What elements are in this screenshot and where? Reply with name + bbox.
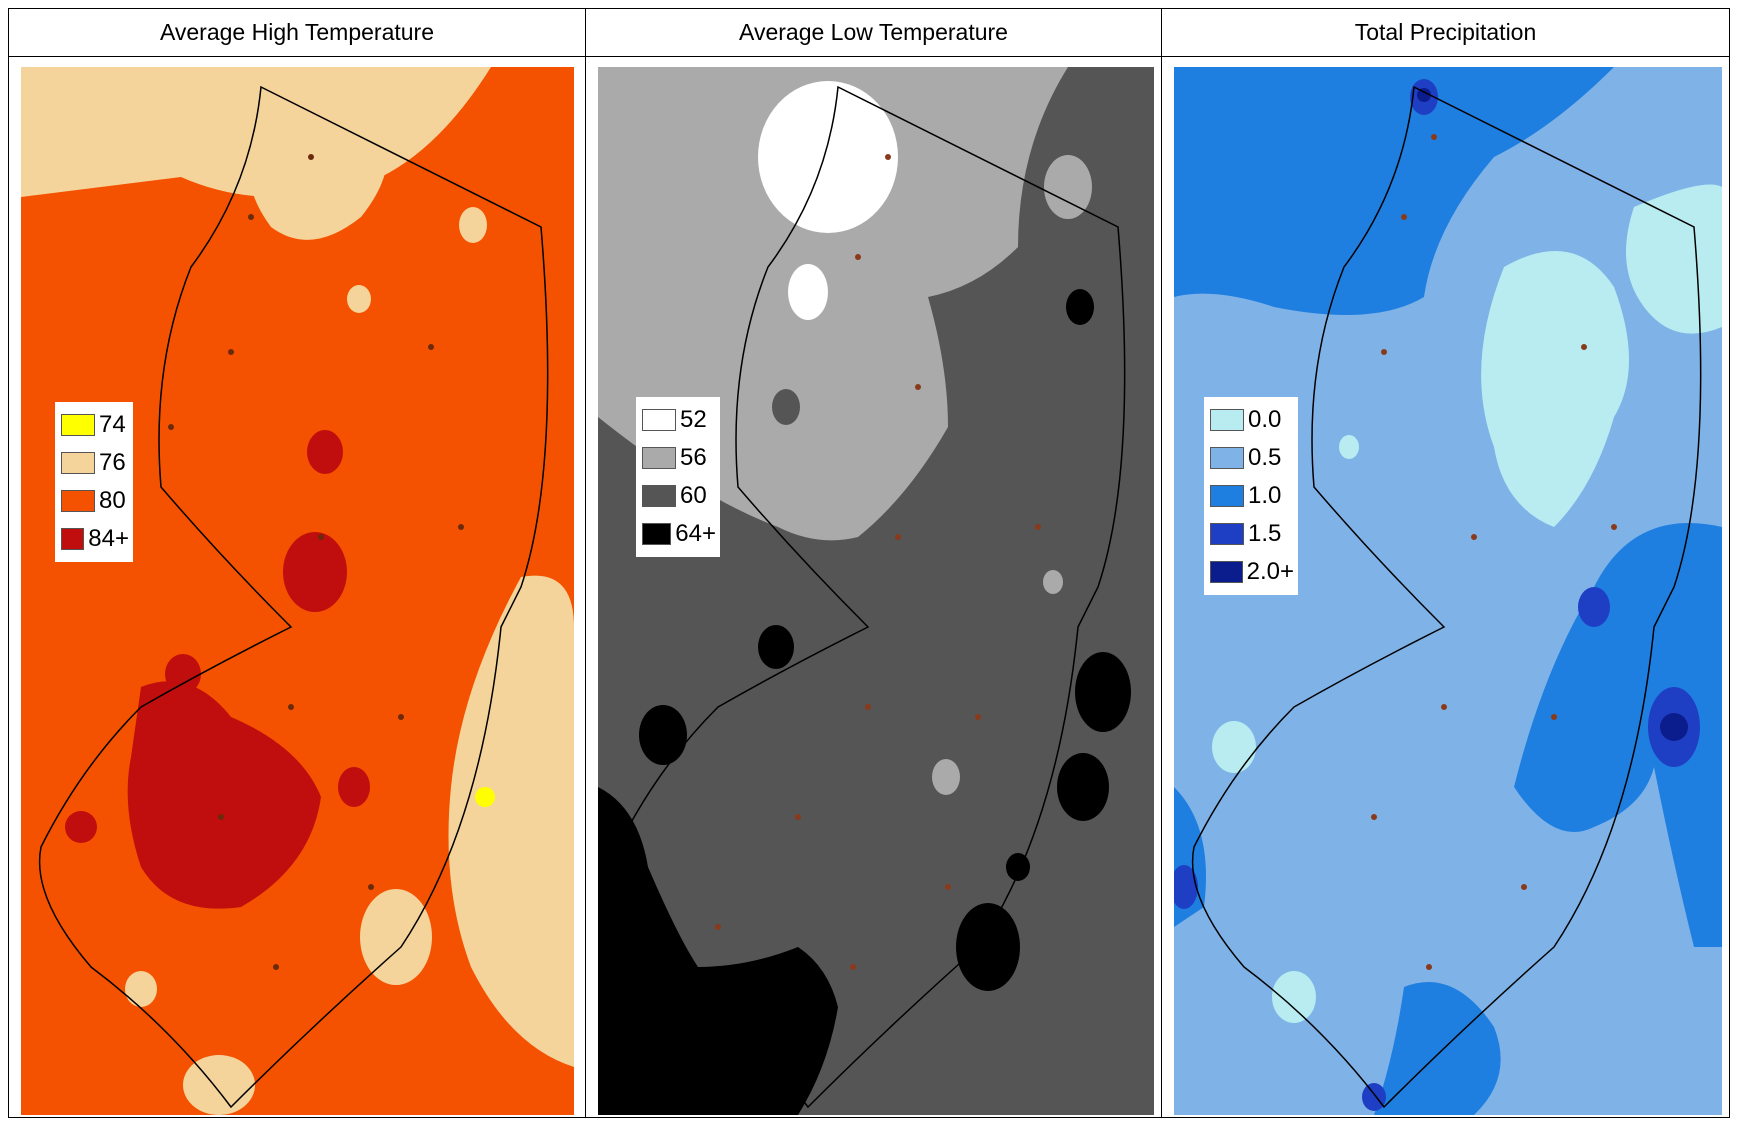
zone-56-spot <box>1044 155 1092 219</box>
zone-20-east <box>1660 713 1688 741</box>
legend-row: 60 <box>642 477 716 515</box>
zone-76-coast <box>448 575 574 1067</box>
legend-high-temp: 74 76 80 84+ <box>55 402 133 562</box>
zone-84-south <box>127 681 322 909</box>
legend-swatch <box>1210 447 1244 469</box>
legend-label: 2.0+ <box>1246 558 1294 585</box>
legend-row: 84+ <box>61 520 129 558</box>
legend-row: 0.5 <box>1210 439 1294 477</box>
legend-row: 1.0 <box>1210 477 1294 515</box>
legend-label: 56 <box>680 444 707 471</box>
panel-title-high-temp: Average High Temperature <box>9 9 586 57</box>
panel-title-low-temp: Average Low Temperature <box>586 9 1162 57</box>
zone-56-spot-3 <box>1043 570 1063 594</box>
zone-10-east <box>1514 523 1722 947</box>
zone-00-spot-1 <box>1212 721 1256 773</box>
zone-64-southwest <box>598 787 838 1115</box>
legend-swatch <box>1210 561 1243 583</box>
legend-swatch <box>1210 409 1244 431</box>
zone-64-coast-3 <box>956 903 1020 991</box>
legend-label: 60 <box>680 482 707 509</box>
zone-20-north <box>1417 88 1431 102</box>
legend-row: 0.0 <box>1210 401 1294 439</box>
legend-swatch <box>61 452 95 474</box>
zone-15-cape <box>1362 1083 1386 1111</box>
legend-swatch <box>1210 523 1244 545</box>
zone-60-spot <box>772 389 800 425</box>
legend-row: 56 <box>642 439 716 477</box>
zone-56-spot-2 <box>932 759 960 795</box>
zone-84-spot-4 <box>65 811 97 843</box>
legend-label: 0.0 <box>1248 406 1282 433</box>
low-temp-map: 52 56 60 64+ <box>598 67 1154 1115</box>
zone-05-south <box>1174 787 1434 1115</box>
legend-swatch <box>642 485 676 507</box>
legend-swatch <box>1210 485 1244 507</box>
map-comparison-grid: Average High Temperature Average Low Tem… <box>8 8 1730 1118</box>
high-temp-map: 74 76 80 84+ <box>21 67 574 1115</box>
zone-64-spot-3 <box>1066 289 1094 325</box>
zone-76-spot <box>125 971 157 1007</box>
legend-label: 80 <box>99 487 126 514</box>
panel-title-precipitation: Total Precipitation <box>1162 9 1729 57</box>
legend-swatch <box>61 528 85 550</box>
zone-76-spot-3 <box>459 207 487 243</box>
state-outline <box>38 85 549 1109</box>
legend-label: 74 <box>99 411 126 438</box>
legend-row: 64+ <box>642 515 716 553</box>
legend-low-temp: 52 56 60 64+ <box>636 397 720 557</box>
state-outline <box>615 85 1126 1109</box>
zone-76-north-inner <box>248 85 388 240</box>
zone-64-coast-2 <box>1057 753 1109 821</box>
zone-10-north <box>1174 67 1614 315</box>
legend-swatch <box>642 409 676 431</box>
zone-00-spot-3 <box>1339 435 1359 459</box>
zone-76-cape <box>183 1055 255 1115</box>
legend-swatch <box>61 414 95 436</box>
zone-00-spot-2 <box>1272 971 1316 1023</box>
legend-row: 80 <box>61 482 129 520</box>
precipitation-map: 0.0 0.5 1.0 1.5 2.0+ <box>1174 67 1722 1115</box>
zone-64-spot-2 <box>639 705 687 765</box>
zone-76-south-1 <box>360 889 432 985</box>
legend-label: 0.5 <box>1248 444 1282 471</box>
legend-row: 76 <box>61 444 129 482</box>
legend-row: 1.5 <box>1210 515 1294 553</box>
legend-swatch <box>61 490 95 512</box>
legend-label: 84+ <box>88 525 129 552</box>
legend-swatch <box>642 447 676 469</box>
zone-52-spot <box>788 264 828 320</box>
zone-64-coast-1 <box>1075 652 1131 732</box>
panel-high-temp: 74 76 80 84+ <box>9 57 586 1117</box>
zone-15-spot-1 <box>1578 587 1610 627</box>
zone-84-spot-3 <box>165 654 201 694</box>
zone-00-central <box>1481 251 1629 527</box>
zone-74-spot <box>475 787 495 807</box>
zone-64-spot-4 <box>1006 853 1030 881</box>
zone-64-spot-1 <box>758 625 794 669</box>
state-outline <box>1191 85 1702 1109</box>
legend-precipitation: 0.0 0.5 1.0 1.5 2.0+ <box>1204 397 1298 595</box>
legend-swatch <box>642 523 672 545</box>
zone-84-spot-2 <box>338 767 370 807</box>
zone-76-spot-2 <box>347 285 371 313</box>
legend-label: 1.0 <box>1248 482 1282 509</box>
legend-row: 2.0+ <box>1210 553 1294 591</box>
legend-row: 74 <box>61 406 129 444</box>
panel-precipitation: 0.0 0.5 1.0 1.5 2.0+ <box>1162 57 1729 1117</box>
zone-10-cape <box>1374 982 1501 1115</box>
legend-label: 52 <box>680 406 707 433</box>
zone-84-central <box>283 532 347 612</box>
zone-84-spot <box>307 430 343 474</box>
legend-label: 76 <box>99 449 126 476</box>
legend-row: 52 <box>642 401 716 439</box>
zone-52-north <box>758 81 898 233</box>
panel-low-temp: 52 56 60 64+ <box>586 57 1162 1117</box>
legend-label: 64+ <box>675 520 716 547</box>
legend-label: 1.5 <box>1248 520 1282 547</box>
zone-15-west <box>1174 865 1198 909</box>
